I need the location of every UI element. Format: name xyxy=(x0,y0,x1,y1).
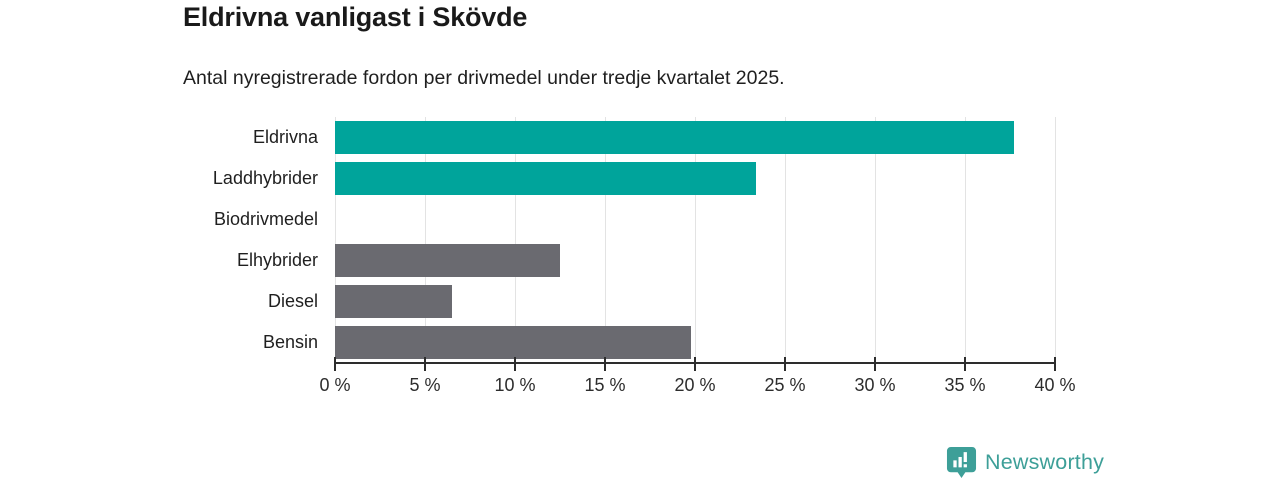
x-axis-tick xyxy=(784,357,786,371)
x-axis-line xyxy=(334,362,1056,364)
x-axis-tick xyxy=(964,357,966,371)
x-axis-tick xyxy=(334,357,336,371)
bar-row xyxy=(335,158,1055,199)
gridline xyxy=(1054,117,1056,363)
x-axis-tick-label: 35 % xyxy=(944,375,986,395)
x-axis-tick xyxy=(424,357,426,371)
plot-area: 0 % 5 % 10 % 15 % 20 % 25 % 30 % 35 % 40 % Eldriv… xyxy=(213,117,1076,395)
x-axis-tick-label: 40 % xyxy=(1034,375,1076,395)
gridline xyxy=(334,117,336,363)
bar-row xyxy=(335,322,1055,363)
x-axis-tick-label: 20 % xyxy=(674,375,716,395)
category-label: Eldrivna xyxy=(252,126,318,147)
category-label: Elhybrider xyxy=(236,249,318,270)
x-axis-tick-label: 25 % xyxy=(764,375,806,395)
gridline xyxy=(964,117,966,363)
bar-row xyxy=(335,240,1055,281)
x-axis-tick-label: 10 % xyxy=(494,375,536,395)
x-axis-tick xyxy=(604,357,606,371)
gridline xyxy=(604,117,606,363)
gridline xyxy=(514,117,516,363)
bar-row xyxy=(335,199,1055,240)
bar-row xyxy=(335,281,1055,322)
newsworthy-logo: Newsworthy xyxy=(946,446,1104,479)
gridline xyxy=(694,117,696,363)
gridline xyxy=(874,117,876,363)
x-axis-tick-label: 30 % xyxy=(854,375,896,395)
category-label: Biodrivmedel xyxy=(213,208,318,229)
x-axis-tick-label: 0 % xyxy=(319,375,351,395)
bar-row xyxy=(335,117,1055,158)
chart-subtitle: Antal nyregistrerade fordon per drivmede… xyxy=(183,67,785,89)
bar xyxy=(335,120,1014,154)
bar xyxy=(335,284,452,318)
x-axis-tick-label: 15 % xyxy=(584,375,626,395)
bar xyxy=(335,243,560,277)
bar xyxy=(335,161,757,195)
gridline xyxy=(784,117,786,363)
category-label: Laddhybrider xyxy=(212,167,318,188)
bar xyxy=(335,325,692,359)
page-title: Eldrivna vanligast i Skövde xyxy=(183,2,528,32)
x-axis-tick-label: 5 % xyxy=(409,375,441,395)
x-axis-tick xyxy=(874,357,876,371)
gridline xyxy=(424,117,426,363)
newsworthy-logo-text: Newsworthy xyxy=(985,450,1105,474)
x-axis-tick xyxy=(694,357,696,371)
x-axis-tick xyxy=(514,357,516,371)
category-label: Diesel xyxy=(267,290,318,311)
x-axis-tick xyxy=(1054,357,1056,371)
newsworthy-chart-pin-icon xyxy=(946,446,977,479)
category-label: Bensin xyxy=(262,331,318,352)
